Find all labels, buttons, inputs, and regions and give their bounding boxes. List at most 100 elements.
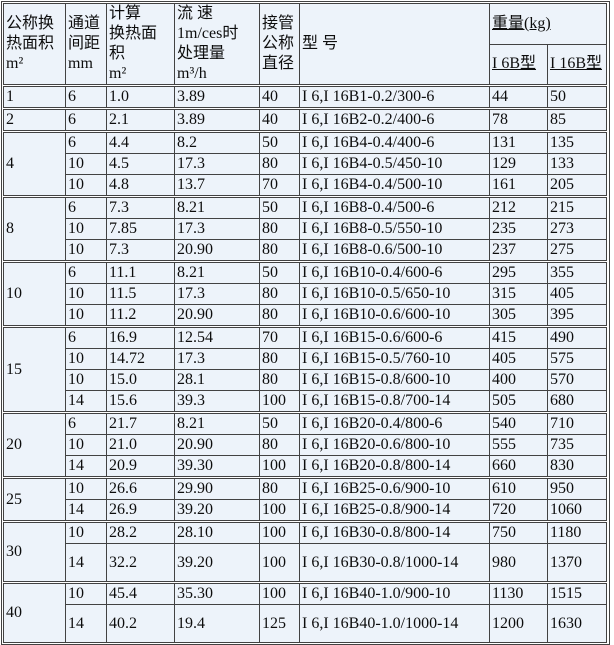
data-cell: 10	[65, 239, 107, 261]
data-cell: 131	[489, 132, 548, 154]
data-cell: 12.54	[174, 327, 260, 349]
model-cell: I 6,I 16B1-0.2/300-6	[299, 86, 490, 108]
data-cell: 10	[65, 478, 107, 500]
header-nominal-area: 公称换 热面积 m²	[3, 3, 66, 85]
data-cell: 70	[259, 174, 300, 196]
table-row: 40 10 45.4 35.30 100 I 6,I 16B40-1.0/900-10 11…	[3, 583, 607, 643]
model-text: I 6,I 16B10-0.5/650-10	[302, 285, 451, 302]
data-cell: 20.90	[174, 239, 260, 261]
data-cell: 1515	[547, 583, 607, 605]
data-cell: 1370	[547, 543, 607, 582]
model-text: I 6,I 16B25-0.8/900-14	[302, 501, 451, 518]
area-cell: 4	[3, 132, 66, 196]
data-cell: 212	[489, 197, 548, 219]
data-cell: 14	[65, 499, 107, 521]
table-row: 30 10 28.2 28.10 100 I 6,I 16B30-0.8/800-14 75…	[3, 522, 607, 582]
data-cell: 21.7	[106, 413, 175, 435]
data-cell: 125	[259, 604, 300, 643]
table-row: 14 40.2 19.4 125 I 6,I 16B40-1.0/1000-14 1200…	[4, 604, 607, 643]
data-cell: 405	[489, 348, 548, 370]
model-text: I 6,I 16B2-0.2/400-6	[302, 111, 435, 128]
data-cell: 10	[65, 218, 107, 240]
data-cell: 16.9	[106, 327, 175, 349]
data-cell: 40	[259, 86, 300, 108]
table-row: 14 20.9 39.30 100 I 6,I 16B20-0.8/800-14 660 8…	[4, 455, 607, 477]
data-cell: 610	[489, 478, 548, 500]
table-row: 10 4.5 17.3 80 I 6,I 16B4-0.5/450-10 129 133	[4, 153, 607, 175]
data-cell: 26.6	[106, 478, 175, 500]
data-cell: 1180	[547, 522, 607, 544]
row-group-table: 4 6 4.4 8.2 50 I 6,I 16B4-0.4/400-6 131 135 10 4.…	[3, 132, 607, 196]
data-cell: 415	[489, 327, 548, 349]
data-cell: 100	[259, 455, 300, 477]
model-cell: I 6,I 16B10-0.4/600-6	[299, 262, 490, 284]
row-group-table: 40 10 45.4 35.30 100 I 6,I 16B40-1.0/900-10 11…	[3, 583, 607, 643]
table-row: 8 6 7.3 8.21 50 I 6,I 16B8-0.4/500-6 212 215	[3, 197, 607, 261]
table-row: 15 6 16.9 12.54 70 I 6,I 16B15-0.6/600-6 415 49…	[3, 327, 607, 412]
area-cell: 1	[3, 86, 66, 108]
row-group-table: 20 6 21.7 8.21 50 I 6,I 16B20-0.4/800-6 540 710…	[3, 413, 607, 477]
data-cell: 400	[489, 369, 548, 391]
data-cell: 7.3	[106, 239, 175, 261]
data-cell: 275	[547, 239, 607, 261]
model-text: I 6,I 16B20-0.6/800-10	[302, 436, 451, 453]
data-cell: 980	[489, 543, 548, 582]
data-cell: 39.20	[174, 499, 260, 521]
table-row: 10 11.5 17.3 80 I 6,I 16B10-0.5/650-10 315 405	[4, 283, 607, 305]
data-cell: 21.0	[106, 434, 175, 456]
model-text: I 6,I 16B15-0.5/760-10	[302, 350, 451, 367]
data-cell: 50	[259, 132, 300, 154]
data-cell: 8.21	[174, 413, 260, 435]
header-row-top: 公称换 热面积 m² 通道 间距 mm 计算 换热面积 m² 流 速 1m/ce…	[3, 3, 608, 85]
model-cell: I 6,I 16B30-0.8/800-14	[299, 522, 490, 544]
data-cell: 28.10	[174, 522, 260, 544]
data-cell: 20.90	[174, 304, 260, 326]
table-row: 14 32.2 39.20 100 I 6,I 16B30-0.8/1000-14 980…	[4, 543, 607, 582]
model-cell: I 6,I 16B40-1.0/1000-14	[299, 604, 490, 643]
model-cell: I 6,I 16B25-0.8/900-14	[299, 499, 490, 521]
model-cell: I 6,I 16B2-0.2/400-6	[299, 109, 490, 131]
table-row: 10 14.72 17.3 80 I 6,I 16B15-0.5/760-10 405 57…	[4, 348, 607, 370]
data-cell: 1630	[547, 604, 607, 643]
data-cell: 80	[259, 239, 300, 261]
data-cell: 235	[489, 218, 548, 240]
model-cell: I 6,I 16B20-0.8/800-14	[299, 455, 490, 477]
data-cell: 660	[489, 455, 548, 477]
data-cell: 17.3	[174, 283, 260, 305]
data-cell: 4.8	[106, 174, 175, 196]
data-cell: 6	[65, 86, 107, 108]
data-cell: 50	[259, 413, 300, 435]
table-row: 4 6 4.4 8.2 50 I 6,I 16B4-0.4/400-6 131 135	[3, 132, 607, 196]
data-cell: 100	[259, 583, 300, 605]
model-cell: I 6,I 16B15-0.6/600-6	[299, 327, 490, 349]
data-cell: 4.4	[106, 132, 175, 154]
data-cell: 1130	[489, 583, 548, 605]
data-cell: 14	[65, 455, 107, 477]
model-text: I 6,I 16B10-0.4/600-6	[302, 264, 443, 281]
data-cell: 80	[259, 283, 300, 305]
table-row: 2 6 2.1 3.89 40 I 6,I 16B2-0.2/400-6 78 85	[3, 109, 607, 131]
data-cell: 11.1	[106, 262, 175, 284]
data-cell: 40.2	[106, 604, 175, 643]
header-model: 型 号	[299, 3, 490, 85]
table-row: 10 7.85 17.3 80 I 6,I 16B8-0.5/550-10 235 273	[4, 218, 607, 240]
data-cell: 39.20	[174, 543, 260, 582]
model-cell: I 6,I 16B4-0.5/450-10	[299, 153, 490, 175]
data-cell: 490	[547, 327, 607, 349]
model-cell: I 6,I 16B10-0.6/600-10	[299, 304, 490, 326]
area-cell: 15	[3, 327, 66, 412]
data-cell: 8.21	[174, 262, 260, 284]
model-text: I 6,I 16B15-0.8/600-10	[302, 371, 451, 388]
table-row: 10 7.3 20.90 80 I 6,I 16B8-0.6/500-10 237 275	[4, 239, 607, 261]
model-cell: I 6,I 16B20-0.4/800-6	[299, 413, 490, 435]
data-cell: 1060	[547, 499, 607, 521]
model-cell: I 6,I 16B8-0.6/500-10	[299, 239, 490, 261]
data-cell: 8.21	[174, 197, 260, 219]
data-cell: 215	[547, 197, 607, 219]
data-cell: 295	[489, 262, 548, 284]
header-pipe-diameter: 接管 公称 直径	[259, 3, 300, 85]
data-cell: 6	[65, 262, 107, 284]
table-row: 10 4.8 13.7 70 I 6,I 16B4-0.4/500-10 161 205	[4, 174, 607, 196]
row-group-table: 2 6 2.1 3.89 40 I 6,I 16B2-0.2/400-6 78 85	[3, 109, 607, 131]
